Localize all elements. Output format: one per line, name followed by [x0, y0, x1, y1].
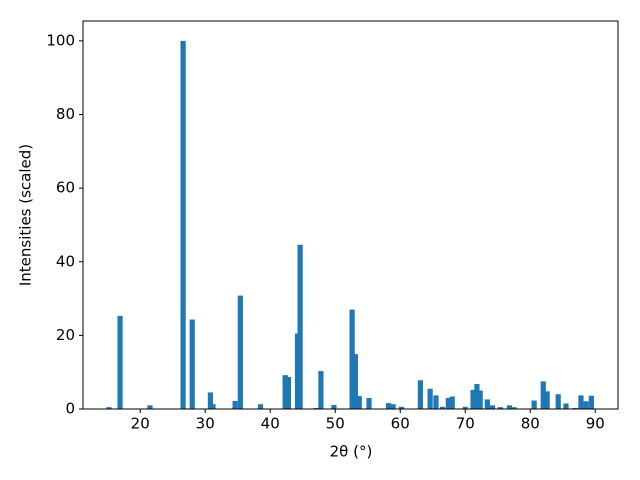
bar: [540, 381, 546, 409]
bar: [313, 407, 319, 409]
x-tick-label: 60: [391, 415, 410, 433]
bar: [588, 395, 594, 409]
bar: [385, 403, 392, 409]
y-tick-label: 20: [56, 326, 75, 344]
bar: [366, 397, 372, 409]
bar: [210, 404, 216, 409]
bar: [484, 399, 490, 409]
bar: [445, 397, 451, 409]
bar: [398, 406, 405, 409]
plot-frame: [82, 20, 619, 410]
bar: [583, 401, 589, 409]
bar: [237, 295, 243, 409]
bar: [563, 403, 569, 409]
bar: [318, 371, 324, 409]
bar: [489, 405, 496, 409]
y-tick-label: 80: [56, 105, 75, 123]
x-tick-label: 70: [456, 415, 475, 433]
x-tick-label: 40: [261, 415, 280, 433]
bar: [294, 333, 301, 409]
x-tick-label: 90: [586, 415, 605, 433]
bar: [449, 396, 455, 409]
bar: [578, 395, 584, 409]
bar: [189, 319, 195, 409]
bar: [462, 406, 468, 409]
bar: [427, 388, 433, 409]
bar: [207, 392, 214, 409]
bar: [180, 40, 186, 409]
y-tick-label: 0: [65, 400, 75, 418]
bar: [497, 407, 503, 409]
bar: [544, 391, 550, 409]
bar: [531, 400, 537, 409]
bar: [257, 404, 264, 409]
bar: [572, 407, 578, 409]
x-tick-label: 20: [131, 415, 150, 433]
bar: [477, 390, 483, 409]
x-tick-label: 50: [326, 415, 345, 433]
bar: [390, 404, 396, 409]
y-axis-label: Intensities (scaled): [17, 144, 35, 286]
x-tick-label: 30: [196, 415, 215, 433]
bar: [147, 405, 153, 409]
bar: [417, 380, 423, 409]
bar: [331, 404, 337, 409]
bar: [285, 376, 292, 409]
bar: [470, 389, 476, 409]
y-tick-label: 60: [56, 179, 75, 197]
y-tick-label: 40: [56, 252, 75, 270]
bar: [474, 383, 480, 409]
bar: [356, 396, 362, 409]
bar: [511, 407, 517, 409]
bar: [439, 406, 446, 409]
bar: [282, 375, 288, 409]
bar: [349, 309, 355, 409]
bar: [506, 405, 513, 409]
x-axis-label: 2θ (°): [330, 443, 373, 461]
bar: [297, 244, 303, 409]
bar: [555, 394, 561, 409]
bar: [352, 354, 358, 409]
bar: [106, 407, 112, 409]
y-tick-label: 100: [46, 31, 75, 49]
bar: [232, 400, 238, 409]
bar: [117, 315, 123, 409]
x-tick-label: 80: [521, 415, 540, 433]
bar: [433, 395, 439, 409]
